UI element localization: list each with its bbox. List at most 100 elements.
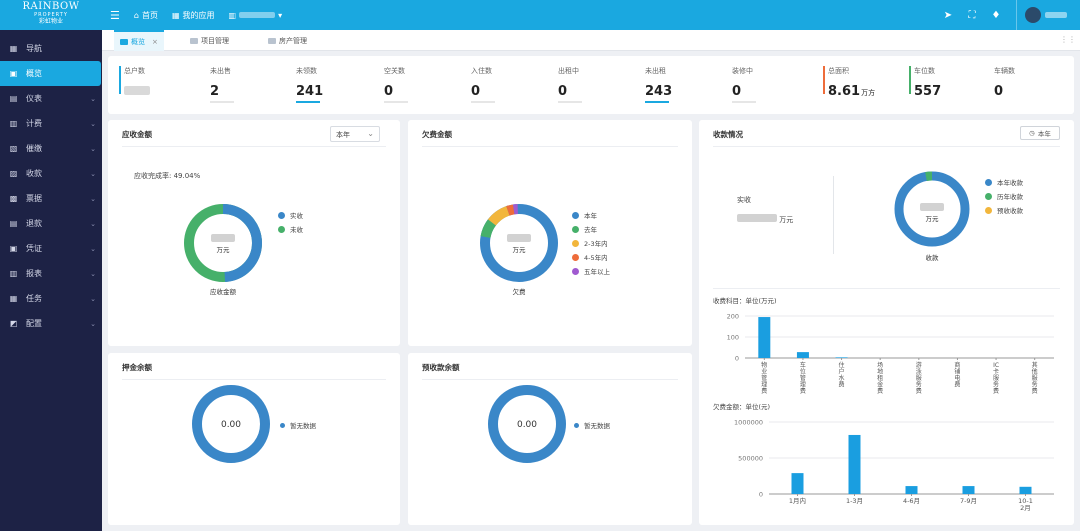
donut-center: 万元 xyxy=(479,234,559,254)
sidebar-item[interactable]: ▣ 概览 xyxy=(0,61,101,86)
value-redacted xyxy=(211,234,235,242)
x-tick-label-part: 务 xyxy=(1032,381,1038,389)
stat-item[interactable]: 未出租 243 xyxy=(645,66,672,106)
skin-icon[interactable]: ♦ xyxy=(991,9,1001,21)
logo[interactable]: RAINBOW PROPERTY 彩虹物业 xyxy=(0,0,102,30)
x-tick-label-part: 务 xyxy=(916,381,922,389)
sidebar-item[interactable]: ▨ 收款 ⌄ xyxy=(0,161,102,186)
bar[interactable] xyxy=(835,357,848,358)
legend-item[interactable]: 实收 xyxy=(278,208,303,222)
deposit-legend: 暂无数据 xyxy=(280,418,316,432)
fullscreen-icon[interactable]: ⛶ xyxy=(968,9,976,21)
x-tick-label-part: 费 xyxy=(761,387,767,395)
stat-item[interactable]: 总面积 8.61万方 xyxy=(823,66,875,106)
legend-item[interactable]: 五年以上 xyxy=(572,264,610,278)
org-selector[interactable]: ▥ ▾ xyxy=(229,11,283,20)
x-tick-label-part: 电 xyxy=(954,374,960,382)
stat-item[interactable]: 未领数 241 xyxy=(296,66,323,106)
sidebar-item[interactable]: ▦ 导航 xyxy=(0,36,102,61)
legend-item[interactable]: 4-5年内 xyxy=(572,250,610,264)
stat-item[interactable]: 入住数 0 xyxy=(471,66,495,106)
stat-item[interactable]: 总户数 xyxy=(119,66,150,106)
stat-item[interactable]: 未出售 2 xyxy=(210,66,234,106)
bar[interactable] xyxy=(758,317,771,358)
nav-apps-label: 我的应用 xyxy=(182,10,215,20)
legend-item[interactable]: 2-3年内 xyxy=(572,236,610,250)
reminder-icon: ▧ xyxy=(9,144,18,153)
sidebar-item[interactable]: ▩ 票据 ⌄ xyxy=(0,186,102,211)
sidebar-item[interactable]: ▥ 报表 ⌄ xyxy=(0,261,102,286)
apps-icon: ▦ xyxy=(171,10,180,20)
chevron-down-icon: ⌄ xyxy=(90,94,96,103)
sidebar-item[interactable]: ▧ 催缴 ⌄ xyxy=(0,136,102,161)
legend-item[interactable]: 本年收款 xyxy=(985,175,1023,189)
x-tick-label-part: 管 xyxy=(800,374,806,382)
bar[interactable] xyxy=(1019,486,1032,494)
legend-item[interactable]: 暂无数据 xyxy=(574,418,610,432)
user-name-redacted xyxy=(1045,12,1067,18)
stat-label: 车位数 xyxy=(914,67,935,75)
divider xyxy=(422,146,678,147)
bar[interactable] xyxy=(796,352,809,358)
sidebar-item[interactable]: ◩ 配置 ⌄ xyxy=(0,311,102,336)
legend-item[interactable]: 预收收款 xyxy=(985,203,1023,217)
user-menu[interactable] xyxy=(1016,0,1080,30)
completion-rate: 应收完成率: 49.04% xyxy=(134,172,201,180)
period-select[interactable]: 本年 ⌄ xyxy=(330,126,380,142)
legend-dot xyxy=(985,178,992,186)
stat-underline xyxy=(210,101,234,103)
nav-home-label: 首页 xyxy=(141,10,158,20)
tab-project-management[interactable]: 项目管理 xyxy=(190,30,229,51)
sidebar-item[interactable]: ▣ 凭证 ⌄ xyxy=(0,236,102,261)
legend-item[interactable]: 去年 xyxy=(572,222,610,236)
divider xyxy=(713,146,1060,147)
legend-item[interactable]: 历年收款 xyxy=(985,189,1023,203)
bar[interactable] xyxy=(791,473,804,494)
bar[interactable] xyxy=(905,486,918,494)
x-tick-label: 10-1 2月 xyxy=(1018,497,1033,512)
legend-dot xyxy=(574,422,579,428)
stat-label: 总户数 xyxy=(124,67,145,75)
card-title: 欠费金额 xyxy=(422,130,452,139)
sidebar: ▦ 导航 ▣ 概览 ▤ 仪表 ⌄ ▥ 计费 ⌄ ▧ 催缴 ⌄ ▨ 收款 ⌄ ▩ 票据 ⌄ ▤ 退款 ⌄ ▣ 凭证 ⌄ ▥ 报表 ⌄ ▦ 任… xyxy=(0,30,102,531)
nav-home[interactable]: ⌂ 首页 xyxy=(134,10,158,21)
legend-item[interactable]: 暂无数据 xyxy=(280,418,316,432)
stat-item[interactable]: 空关数 0 xyxy=(384,66,408,106)
tab-overview[interactable]: 概览 × xyxy=(114,30,164,51)
y-tick-label: 200 xyxy=(727,313,739,321)
stat-item[interactable]: 出租中 0 xyxy=(558,66,582,106)
sidebar-item[interactable]: ▤ 退款 ⌄ xyxy=(0,211,102,236)
tab-icon xyxy=(190,37,198,44)
close-icon[interactable]: × xyxy=(152,37,158,46)
stat-item[interactable]: 车位数 557 xyxy=(909,66,941,106)
legend-item[interactable]: 未收 xyxy=(278,222,303,236)
receivable-card: 应收金额 本年 ⌄ 应收完成率: 49.04% 万元 应收金额 实收 未收 xyxy=(108,120,400,346)
menu-toggle-icon[interactable]: ☰ xyxy=(110,8,120,22)
value-redacted xyxy=(920,203,944,211)
sidebar-item[interactable]: ▥ 计费 ⌄ xyxy=(0,111,102,136)
sidebar-item[interactable]: ▦ 任务 ⌄ xyxy=(0,286,102,311)
legend-dot xyxy=(280,422,285,428)
sidebar-item[interactable]: ▤ 仪表 ⌄ xyxy=(0,86,102,111)
x-tick-label-part: 铺 xyxy=(954,368,960,376)
report-icon: ▥ xyxy=(9,269,18,278)
bar[interactable] xyxy=(962,486,975,494)
bar[interactable] xyxy=(848,434,861,494)
clock-icon: ◷ xyxy=(1029,129,1035,137)
legend-dot xyxy=(985,192,992,200)
stat-item[interactable]: 车辆数 0 xyxy=(994,66,1015,106)
donut-center-unit: 万元 xyxy=(512,246,526,254)
send-icon[interactable]: ➤ xyxy=(943,9,953,21)
nav-apps[interactable]: ▦ 我的应用 xyxy=(172,10,215,21)
stat-value: 0 xyxy=(994,84,1015,99)
stat-value-number: 0 xyxy=(471,84,481,99)
tab-menu-icon[interactable]: ⋮⋮ xyxy=(1060,35,1076,44)
divider xyxy=(713,288,1060,289)
legend-item[interactable]: 本年 xyxy=(572,208,610,222)
top-bar: RAINBOW PROPERTY 彩虹物业 ☰ ⌂ 首页 ▦ 我的应用 ▥ ▾ … xyxy=(0,0,1080,30)
tab-label: 项目管理 xyxy=(201,36,229,45)
year-filter-button[interactable]: ◷ 本年 xyxy=(1020,126,1060,140)
stat-item[interactable]: 装修中 0 xyxy=(732,66,756,106)
tab-property-management[interactable]: 房产管理 xyxy=(268,30,307,51)
